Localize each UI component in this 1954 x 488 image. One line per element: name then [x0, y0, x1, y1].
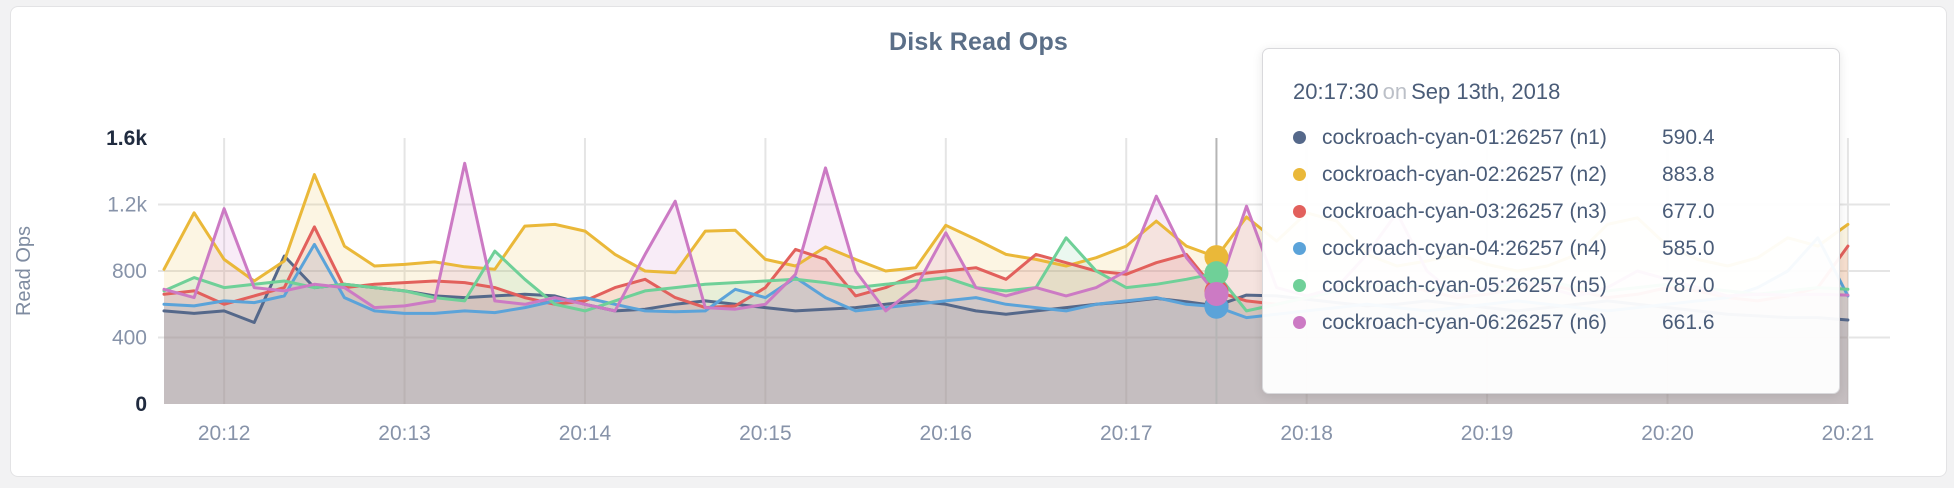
x-tick-label: 20:14 [559, 422, 612, 445]
hover-dot-n5 [1204, 261, 1229, 286]
series-name: cockroach-cyan-04:26257 (n4) [1322, 236, 1607, 260]
series-value: 661.6 [1662, 310, 1715, 334]
x-tick-label: 20:16 [920, 422, 973, 445]
x-tick-label: 20:20 [1641, 422, 1694, 445]
tooltip-rows: cockroach-cyan-01:26257 (n1) 590.4 cockroa… [1293, 119, 1809, 341]
x-tick-label: 20:18 [1280, 422, 1333, 445]
tooltip-row: cockroach-cyan-04:26257 (n4) 585.0 [1293, 230, 1809, 267]
tooltip-row: cockroach-cyan-03:26257 (n3) 677.0 [1293, 193, 1809, 230]
x-tick-label: 20:17 [1100, 422, 1153, 445]
chart-title: Disk Read Ops [888, 28, 1069, 56]
series-color-dot-icon [1293, 168, 1306, 181]
y-tick-label: 800 [112, 260, 147, 283]
series-color-dot-icon [1293, 242, 1306, 255]
tooltip-row: cockroach-cyan-01:26257 (n1) 590.4 [1293, 119, 1809, 156]
x-tick-label: 20:21 [1822, 422, 1875, 445]
series-value: 883.8 [1662, 162, 1715, 186]
series-color-dot-icon [1293, 316, 1306, 329]
series-value: 787.0 [1662, 273, 1715, 297]
y-tick-label: 0 [135, 393, 147, 416]
tooltip-conjunction: on [1382, 79, 1408, 104]
series-name: cockroach-cyan-03:26257 (n3) [1322, 199, 1607, 223]
tooltip-date: Sep 13th, 2018 [1411, 79, 1561, 104]
series-name: cockroach-cyan-05:26257 (n5) [1322, 273, 1607, 297]
y-tick-label: 1.2k [107, 194, 147, 217]
series-color-dot-icon [1293, 131, 1306, 144]
x-tick-label: 20:13 [378, 422, 431, 445]
tooltip-time: 20:17:30 [1293, 79, 1379, 104]
y-axis-title: Read Ops [13, 226, 35, 316]
series-value: 585.0 [1662, 236, 1715, 260]
series-name: cockroach-cyan-06:26257 (n6) [1322, 310, 1607, 334]
series-color-dot-icon [1293, 279, 1306, 292]
tooltip-row: cockroach-cyan-05:26257 (n5) 787.0 [1293, 267, 1809, 304]
x-tick-label: 20:19 [1461, 422, 1514, 445]
chart-tooltip: 20:17:30 on Sep 13th, 2018 cockroach-cyan-… [1262, 48, 1840, 394]
y-tick-label: 400 [112, 327, 147, 350]
series-value: 677.0 [1662, 199, 1715, 223]
tooltip-timestamp: 20:17:30 on Sep 13th, 2018 [1293, 77, 1809, 107]
x-tick-label: 20:15 [739, 422, 792, 445]
series-value: 590.4 [1662, 125, 1715, 149]
hover-dot-n6 [1204, 282, 1229, 307]
series-color-dot-icon [1293, 205, 1306, 218]
x-tick-label: 20:12 [198, 422, 251, 445]
series-name: cockroach-cyan-02:26257 (n2) [1322, 162, 1607, 186]
tooltip-row: cockroach-cyan-06:26257 (n6) 661.6 [1293, 304, 1809, 341]
y-tick-label: 1.6k [106, 127, 147, 150]
series-name: cockroach-cyan-01:26257 (n1) [1322, 125, 1607, 149]
tooltip-row: cockroach-cyan-02:26257 (n2) 883.8 [1293, 156, 1809, 193]
